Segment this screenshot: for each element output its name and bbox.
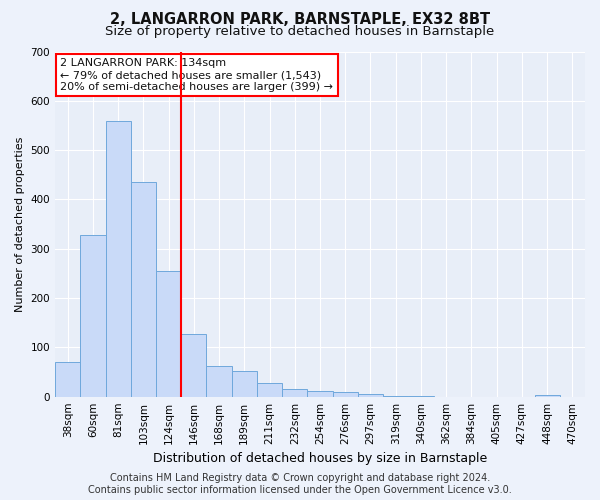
- Bar: [106, 120, 131, 396]
- Bar: [282, 390, 307, 396]
- Bar: [332, 392, 358, 396]
- Bar: [232, 371, 257, 396]
- Text: Size of property relative to detached houses in Barnstaple: Size of property relative to detached ho…: [106, 25, 494, 38]
- Bar: [307, 391, 332, 396]
- Bar: [535, 394, 560, 396]
- Text: Contains HM Land Registry data © Crown copyright and database right 2024.
Contai: Contains HM Land Registry data © Crown c…: [88, 474, 512, 495]
- Bar: [181, 334, 206, 396]
- Y-axis label: Number of detached properties: Number of detached properties: [15, 136, 25, 312]
- Bar: [55, 362, 80, 396]
- Bar: [156, 271, 181, 396]
- X-axis label: Distribution of detached houses by size in Barnstaple: Distribution of detached houses by size …: [153, 452, 487, 465]
- Bar: [80, 236, 106, 396]
- Bar: [358, 394, 383, 396]
- Text: 2, LANGARRON PARK, BARNSTAPLE, EX32 8BT: 2, LANGARRON PARK, BARNSTAPLE, EX32 8BT: [110, 12, 490, 28]
- Bar: [206, 366, 232, 396]
- Bar: [131, 182, 156, 396]
- Bar: [257, 383, 282, 396]
- Text: 2 LANGARRON PARK: 134sqm
← 79% of detached houses are smaller (1,543)
20% of sem: 2 LANGARRON PARK: 134sqm ← 79% of detach…: [61, 58, 334, 92]
